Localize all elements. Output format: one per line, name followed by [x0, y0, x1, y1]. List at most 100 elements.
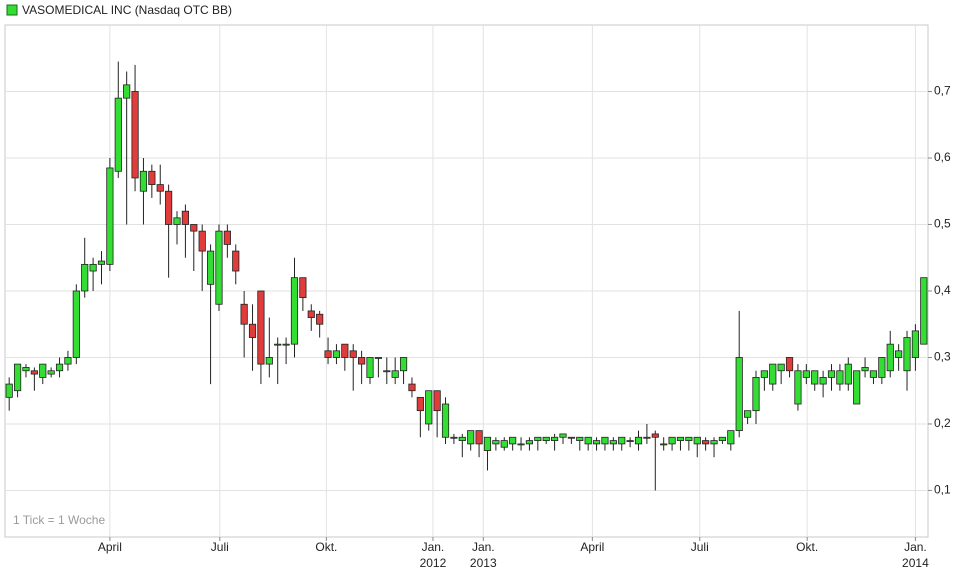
x-tick-label: Jan. 2013 — [470, 540, 497, 570]
annotation: 1 Tick = 1 Woche — [13, 513, 105, 527]
x-tick-label-line: Okt. — [796, 540, 818, 554]
x-tick-label: Juli — [691, 540, 709, 554]
candle-body — [22, 367, 30, 372]
candle-body — [425, 390, 433, 425]
candle-body — [769, 363, 777, 385]
candle-body — [777, 363, 785, 372]
candle-body — [609, 440, 617, 445]
candle-body — [760, 370, 768, 378]
candle-body — [307, 310, 315, 318]
candle-body — [752, 377, 760, 412]
candle-body — [215, 230, 223, 305]
candle-body — [525, 440, 534, 445]
candle-body — [576, 436, 584, 441]
candle-body — [39, 363, 47, 378]
candle-body — [592, 440, 601, 445]
candle-body — [869, 370, 878, 378]
candle-body — [618, 436, 626, 445]
candle-body — [341, 343, 349, 358]
candle-body — [542, 436, 550, 441]
candle-body — [668, 436, 676, 445]
candle-body — [517, 443, 525, 446]
plot-frame — [4, 24, 929, 538]
candle-body — [500, 440, 508, 448]
candle-body — [81, 263, 89, 292]
candle-body — [660, 443, 668, 446]
candle-body — [265, 357, 273, 365]
candle-body — [836, 370, 844, 385]
candle-body — [248, 323, 257, 338]
candle-body — [97, 260, 106, 265]
candle-body — [441, 403, 450, 438]
candle-body — [123, 84, 131, 99]
candle-body — [718, 436, 727, 441]
x-tick-label-line: 2012 — [420, 556, 447, 570]
candle-body — [467, 430, 475, 445]
candle-body — [89, 263, 97, 272]
candle-body — [626, 440, 634, 442]
candle-body — [861, 367, 869, 372]
candle-body — [903, 337, 911, 372]
candle-body — [492, 440, 500, 445]
x-tick-label-line: Juli — [691, 540, 709, 554]
candle-body — [634, 436, 643, 445]
y-tick-label: 0,6 — [934, 150, 951, 164]
legend-label: VASOMEDICAL INC (Nasdaq OTC BB) — [22, 3, 232, 17]
candle-body — [47, 370, 55, 375]
candle-body — [206, 250, 215, 285]
candle-body — [811, 370, 819, 385]
candle-body — [290, 277, 299, 345]
x-tick-label: April — [98, 540, 122, 554]
y-tick-label: 0,7 — [934, 84, 951, 98]
candle-body — [416, 396, 424, 412]
candle-body — [156, 184, 164, 192]
x-tick-label-line: Jan. — [472, 540, 495, 554]
x-tick-label-line: Jan. — [422, 540, 445, 554]
x-tick-label-line: 2014 — [902, 556, 929, 570]
candle-body — [282, 343, 290, 346]
candle-body — [584, 436, 592, 445]
x-tick-label-line: 2013 — [470, 556, 497, 570]
candle-body — [114, 97, 122, 172]
candle-body — [794, 370, 802, 405]
candle-body — [240, 303, 248, 325]
candle-body — [131, 91, 139, 179]
x-tick-label-line: April — [580, 540, 604, 554]
candle-body — [433, 390, 441, 412]
candle-body — [181, 210, 189, 225]
candle-body — [727, 430, 735, 445]
candle-body — [324, 350, 332, 358]
candle-body — [744, 410, 752, 418]
candle-body — [886, 343, 894, 372]
candle-body — [13, 363, 22, 392]
candle-body — [139, 170, 148, 192]
candle-body — [693, 436, 701, 445]
candle-body — [920, 277, 928, 345]
candle-body — [198, 230, 206, 252]
candle-body — [853, 370, 861, 405]
candle-body — [710, 440, 718, 445]
candle-body — [735, 357, 743, 432]
candle-body — [458, 436, 466, 441]
y-tick-label: 0,4 — [934, 283, 951, 297]
candle-body — [72, 290, 80, 358]
candle-body — [601, 436, 609, 445]
candle-body — [643, 436, 651, 439]
candle-body — [5, 383, 13, 398]
candle-body — [475, 430, 483, 445]
candle-body — [450, 436, 458, 439]
candle-body — [559, 433, 567, 438]
candle-body — [374, 357, 382, 359]
candle-body — [358, 357, 366, 365]
candle-body — [483, 436, 492, 451]
candle-body — [844, 363, 852, 385]
x-tick-label: Okt. — [796, 540, 818, 554]
candle-body — [30, 370, 38, 375]
candle-body — [676, 436, 685, 441]
candle-body — [802, 370, 810, 378]
candle-body — [509, 436, 517, 445]
x-tick-label: Jan. 2012 — [420, 540, 447, 570]
x-tick-label-line: April — [98, 540, 122, 554]
candle-body — [911, 330, 920, 358]
